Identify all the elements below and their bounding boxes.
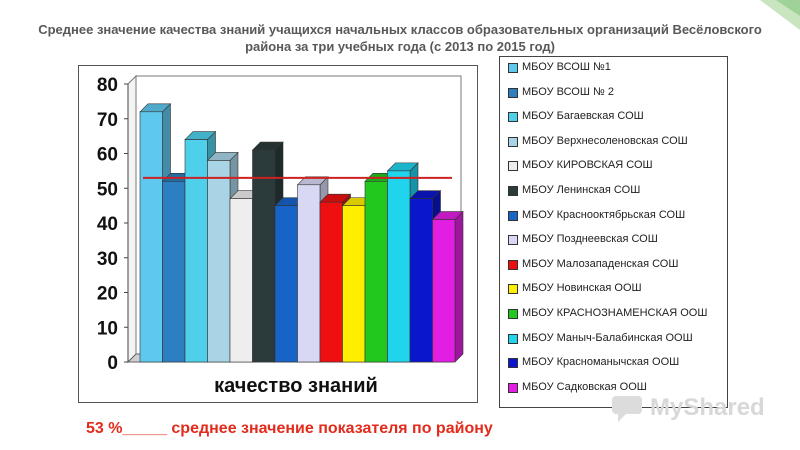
legend-label: МБОУ Маныч-Балабинская ООШ	[522, 331, 693, 344]
bar-front	[252, 149, 276, 363]
legend-item: МБОУ Ленинская СОШ	[508, 184, 723, 209]
left-wall	[127, 74, 137, 364]
bar-front	[319, 201, 343, 363]
legend-swatch	[508, 87, 518, 98]
legend-item: МБОУ Позднеевская СОШ	[508, 233, 723, 258]
corner-decoration	[760, 0, 800, 30]
bar-front	[409, 198, 433, 363]
legend-swatch	[508, 358, 518, 369]
legend-item: МБОУ ВСОШ №1	[508, 61, 723, 86]
watermark-logo-icon	[612, 396, 642, 422]
legend-item: МБОУ ВСОШ № 2	[508, 86, 723, 111]
chart-legend: МБОУ ВСОШ №1 МБОУ ВСОШ № 2 МБОУ Багаевская…	[499, 56, 728, 408]
bar-front	[432, 219, 456, 363]
y-tick-label: 50	[97, 179, 118, 200]
bar-front	[139, 111, 163, 363]
bar-front	[229, 198, 253, 363]
legend-swatch	[508, 382, 518, 393]
legend-swatch	[508, 333, 518, 344]
legend-label: МБОУ Малозападенская СОШ	[522, 257, 679, 270]
x-axis-label: качество знаний	[214, 375, 378, 397]
bar-side	[454, 210, 464, 363]
y-tick-label: 20	[97, 284, 118, 305]
legend-item: МБОУ Маныч-Балабинская ООШ	[508, 332, 723, 357]
bar-front	[297, 184, 321, 363]
bar-front	[342, 205, 366, 363]
legend-swatch	[508, 63, 518, 73]
legend-label: МБОУ Краснооктябрьская СОШ	[522, 208, 686, 221]
legend-swatch	[508, 308, 518, 319]
legend-swatch	[508, 136, 518, 147]
legend-swatch	[508, 185, 518, 196]
legend-item: МБОУ Малозападенская СОШ	[508, 258, 723, 283]
bar-front	[364, 181, 388, 363]
legend-label: МБОУ ВСОШ №1	[522, 61, 611, 73]
legend-swatch	[508, 161, 518, 172]
legend-item: МБОУ КРАСНОЗНАМЕНСКАЯ ООШ	[508, 307, 723, 332]
y-tick-label: 80	[97, 75, 118, 96]
legend-label: МБОУ КРАСНОЗНАМЕНСКАЯ ООШ	[522, 306, 708, 319]
y-tick-label: 10	[97, 318, 118, 339]
y-tick-label: 30	[97, 249, 118, 270]
legend-item: МБОУ Багаевская СОШ	[508, 110, 723, 135]
y-tick-label: 0	[107, 353, 118, 374]
bar-front	[387, 170, 411, 363]
watermark-text: MyShared	[650, 394, 765, 421]
legend-swatch	[508, 259, 518, 270]
legend-label: МБОУ Позднеевская СОШ	[522, 233, 658, 246]
legend-swatch	[508, 112, 518, 123]
legend-item: МБОУ Новинская ООШ	[508, 282, 723, 307]
bar-front	[207, 160, 231, 363]
legend-label: МБОУ Багаевская СОШ	[522, 110, 644, 123]
bar-front	[184, 139, 208, 363]
legend-label: МБОУ Красноманычская ООШ	[522, 356, 680, 369]
title-line-2: района за три учебных года (с 2013 по 20…	[245, 39, 555, 54]
chart-title: Среднее значение качества знаний учащихс…	[20, 21, 780, 55]
legend-swatch	[508, 284, 518, 295]
title-line-1: Среднее значение качества знаний учащихс…	[38, 22, 762, 37]
legend-label: МБОУ Верхнесоленовская СОШ	[522, 134, 688, 147]
legend-label: МБОУ Ленинская СОШ	[522, 183, 641, 196]
bar	[431, 210, 464, 363]
average-note: 53 %_____ среднее значение показателя по…	[86, 420, 493, 437]
y-tick-label: 60	[97, 145, 118, 166]
legend-label: МБОУ Садковская ООШ	[522, 380, 647, 393]
legend-label: МБОУ ВСОШ № 2	[522, 85, 614, 98]
legend-label: МБОУ Новинская ООШ	[522, 282, 642, 295]
y-tick-label: 40	[97, 214, 118, 235]
legend-label: МБОУ КИРОВСКАЯ СОШ	[522, 159, 653, 172]
legend-swatch	[508, 235, 518, 246]
legend-item: МБОУ Верхнесоленовская СОШ	[508, 135, 723, 160]
y-tick-label: 70	[97, 110, 118, 131]
legend-item: МБОУ Садковская ООШ	[508, 381, 723, 406]
bar-front	[274, 205, 298, 363]
legend-swatch	[508, 210, 518, 221]
bar-front	[162, 181, 186, 363]
legend-item: МБОУ Красноманычская ООШ	[508, 356, 723, 381]
legend-item: МБОУ Краснооктябрьская СОШ	[508, 209, 723, 234]
legend-item: МБОУ КИРОВСКАЯ СОШ	[508, 159, 723, 184]
